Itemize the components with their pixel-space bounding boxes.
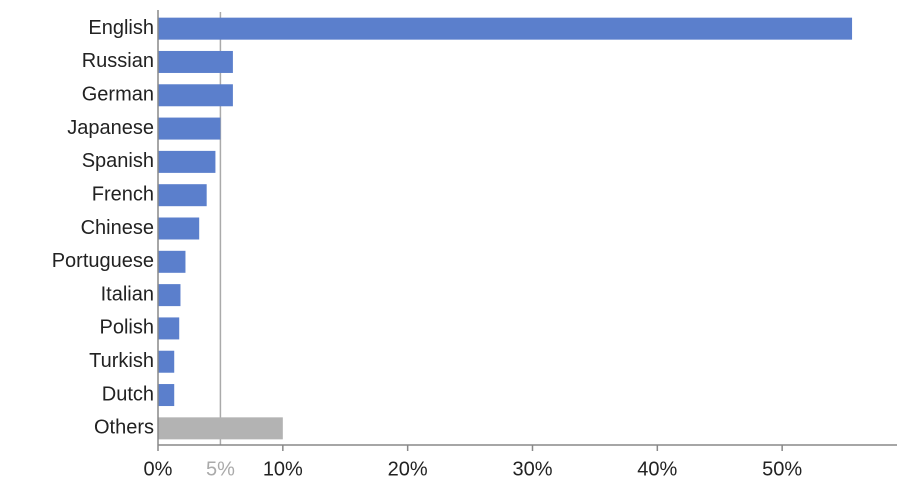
bar	[158, 284, 181, 307]
bar	[158, 17, 853, 40]
y-tick-label: Turkish	[89, 350, 154, 372]
bar	[158, 350, 175, 373]
y-tick-label: Polish	[100, 317, 154, 339]
x-tick-label: 50%	[762, 458, 802, 480]
bar	[158, 50, 233, 73]
bar	[158, 117, 221, 140]
y-tick-label: Others	[94, 417, 154, 439]
x-tick-label: 30%	[512, 458, 552, 480]
x-tick-label: 10%	[263, 458, 303, 480]
y-tick-label: Portuguese	[52, 250, 154, 272]
bar	[158, 250, 186, 273]
y-tick-label: Russian	[82, 50, 154, 72]
y-tick-label: English	[88, 17, 154, 39]
bar	[158, 150, 216, 173]
y-tick-label: French	[92, 183, 154, 205]
y-tick-label: Dutch	[102, 383, 154, 405]
y-tick-label: Japanese	[67, 117, 154, 139]
bar	[158, 84, 233, 107]
bar	[158, 417, 283, 440]
y-tick-label: German	[82, 84, 154, 106]
y-tick-label: Spanish	[82, 150, 154, 172]
x-tick-label: 20%	[388, 458, 428, 480]
y-tick-label: Chinese	[81, 217, 154, 239]
reference-label: 5%	[206, 458, 235, 480]
bar	[158, 184, 207, 207]
x-tick-label: 40%	[637, 458, 677, 480]
bar	[158, 317, 180, 340]
y-tick-label: Italian	[101, 283, 154, 305]
bar	[158, 384, 175, 407]
bar	[158, 217, 200, 240]
x-tick-label: 0%	[144, 458, 173, 480]
